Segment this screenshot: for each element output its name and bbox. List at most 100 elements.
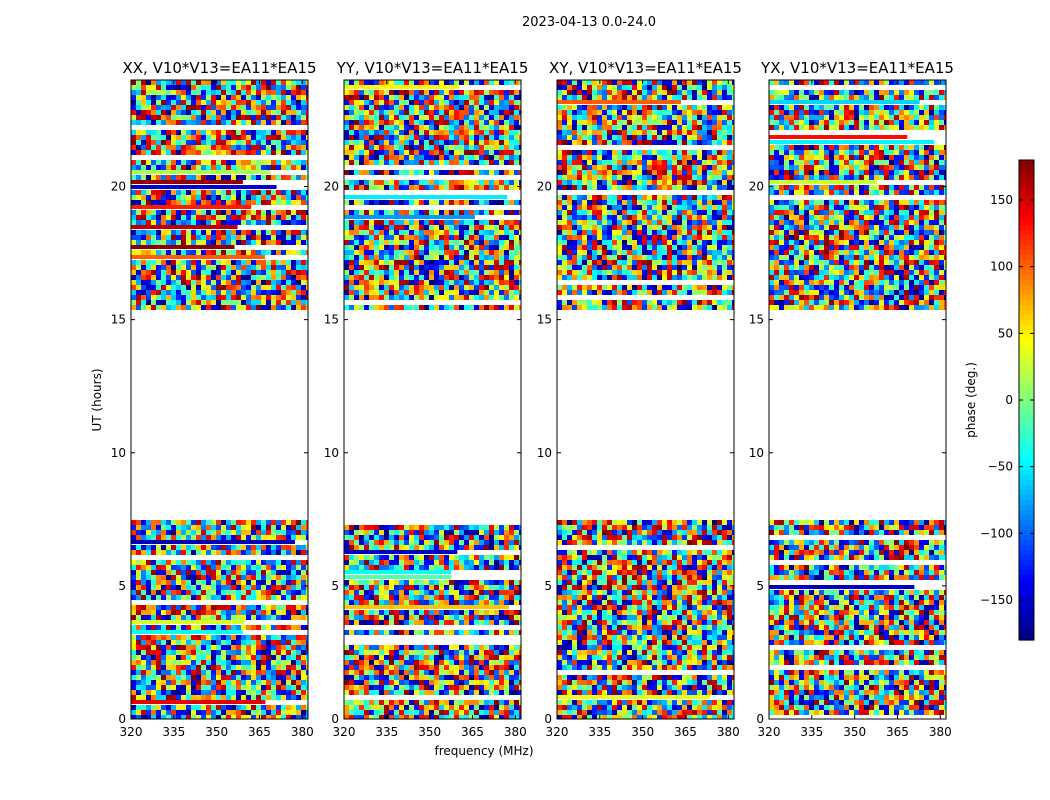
figure-title: 2023-04-13 0.0-24.0 <box>522 15 656 30</box>
y-tick-label: 10 <box>111 446 126 460</box>
colorbar-segment <box>1019 595 1034 601</box>
phase-heatmap <box>557 80 734 719</box>
colorbar-segment <box>1019 585 1034 591</box>
colorbar-segment <box>1019 500 1034 506</box>
colorbar-segment <box>1019 630 1034 636</box>
colorbar-segment <box>1019 215 1034 221</box>
colorbar-segment <box>1019 570 1034 576</box>
colorbar-segment <box>1019 330 1034 336</box>
colorbar-segment <box>1019 325 1034 331</box>
y-tick-label: 15 <box>111 313 126 327</box>
colorbar-segment <box>1019 235 1034 241</box>
colorbar-segment <box>1019 360 1034 366</box>
colorbar-segment <box>1019 160 1034 166</box>
y-tick-label: 0 <box>544 712 552 726</box>
colorbar-segment <box>1019 535 1034 541</box>
colorbar-segment <box>1019 205 1034 211</box>
x-tick-label: 350 <box>205 725 228 739</box>
colorbar-segment <box>1019 385 1034 391</box>
colorbar-segment <box>1019 220 1034 226</box>
colorbar-segment <box>1019 455 1034 461</box>
x-tick-label: 365 <box>461 725 484 739</box>
y-tick-label: 10 <box>537 446 552 460</box>
colorbar-segment <box>1019 225 1034 231</box>
panel-title: XX, V10*V13=EA11*EA15 <box>122 59 316 77</box>
y-tick-label: 15 <box>324 313 339 327</box>
colorbar-segment <box>1019 615 1034 621</box>
x-tick-label: 365 <box>886 725 909 739</box>
colorbar-segment <box>1019 600 1034 606</box>
colorbar-segment <box>1019 370 1034 376</box>
panel-frame <box>130 79 309 720</box>
y-tick-label: 20 <box>749 180 764 194</box>
colorbar-segment <box>1019 460 1034 466</box>
colorbar-segment <box>1019 520 1034 526</box>
colorbar-segment <box>1019 410 1034 416</box>
colorbar-segment <box>1019 425 1034 431</box>
colorbar-segment <box>1019 605 1034 611</box>
y-tick-label: 0 <box>331 712 339 726</box>
y-tick-label: 10 <box>749 446 764 460</box>
x-tick-label: 365 <box>674 725 697 739</box>
y-tick-label: 5 <box>756 579 764 593</box>
colorbar-segment <box>1019 400 1034 406</box>
colorbar-segment <box>1019 250 1034 256</box>
colorbar-segment <box>1019 380 1034 386</box>
colorbar-segment <box>1019 490 1034 496</box>
colorbar-segment <box>1019 545 1034 551</box>
colorbar-segment <box>1019 565 1034 571</box>
panel-frame <box>556 79 735 720</box>
colorbar-segment <box>1019 550 1034 556</box>
panel-frame <box>768 79 947 720</box>
colorbar-segment <box>1019 590 1034 596</box>
colorbar-segment <box>1019 295 1034 301</box>
colorbar: −150 −100 −50 0 50 100 150 <box>980 159 1035 641</box>
panel-title: XY, V10*V13=EA11*EA15 <box>549 59 742 77</box>
colorbar-segment <box>1019 270 1034 276</box>
colorbar-tick-label: −150 <box>980 593 1013 607</box>
x-tick-label: 320 <box>120 725 143 739</box>
colorbar-tick-label: −100 <box>980 526 1013 540</box>
y-tick-label: 20 <box>111 180 126 194</box>
x-tick-label: 380 <box>929 725 952 739</box>
colorbar-segment <box>1019 465 1034 471</box>
colorbar-segment <box>1019 515 1034 521</box>
colorbar-segment <box>1019 635 1034 641</box>
x-tick-label: 350 <box>631 725 654 739</box>
y-tick-label: 15 <box>537 313 552 327</box>
colorbar-segment <box>1019 275 1034 281</box>
colorbar-tick-label: −50 <box>988 460 1013 474</box>
colorbar-segment <box>1019 575 1034 581</box>
y-tick-label: 0 <box>756 712 764 726</box>
y-tick-label: 0 <box>118 712 126 726</box>
y-tick-label: 5 <box>331 579 339 593</box>
colorbar-segment <box>1019 530 1034 536</box>
colorbar-segment <box>1019 470 1034 476</box>
colorbar-segment <box>1019 405 1034 411</box>
colorbar-segment <box>1019 435 1034 441</box>
x-tick-label: 335 <box>588 725 611 739</box>
colorbar-segment <box>1019 350 1034 356</box>
colorbar-segment <box>1019 290 1034 296</box>
colorbar-segment <box>1019 185 1034 191</box>
colorbar-segment <box>1019 305 1034 311</box>
y-tick-label: 10 <box>324 446 339 460</box>
phase-heatmap <box>131 80 308 719</box>
colorbar-segment <box>1019 475 1034 481</box>
colorbar-segment <box>1019 260 1034 266</box>
y-tick-label: 20 <box>537 180 552 194</box>
colorbar-tick-label: 0 <box>1005 393 1013 407</box>
x-tick-label: 335 <box>162 725 185 739</box>
colorbar-segment <box>1019 255 1034 261</box>
colorbar-segment <box>1019 495 1034 501</box>
colorbar-segment <box>1019 310 1034 316</box>
x-tick-label: 320 <box>546 725 569 739</box>
colorbar-tick-label: 150 <box>990 193 1013 207</box>
colorbar-tick-label: 100 <box>990 260 1013 274</box>
colorbar-segment <box>1019 365 1034 371</box>
colorbar-segment <box>1019 265 1034 271</box>
colorbar-segment <box>1019 315 1034 321</box>
x-tick-label: 335 <box>375 725 398 739</box>
colorbar-segment <box>1019 320 1034 326</box>
